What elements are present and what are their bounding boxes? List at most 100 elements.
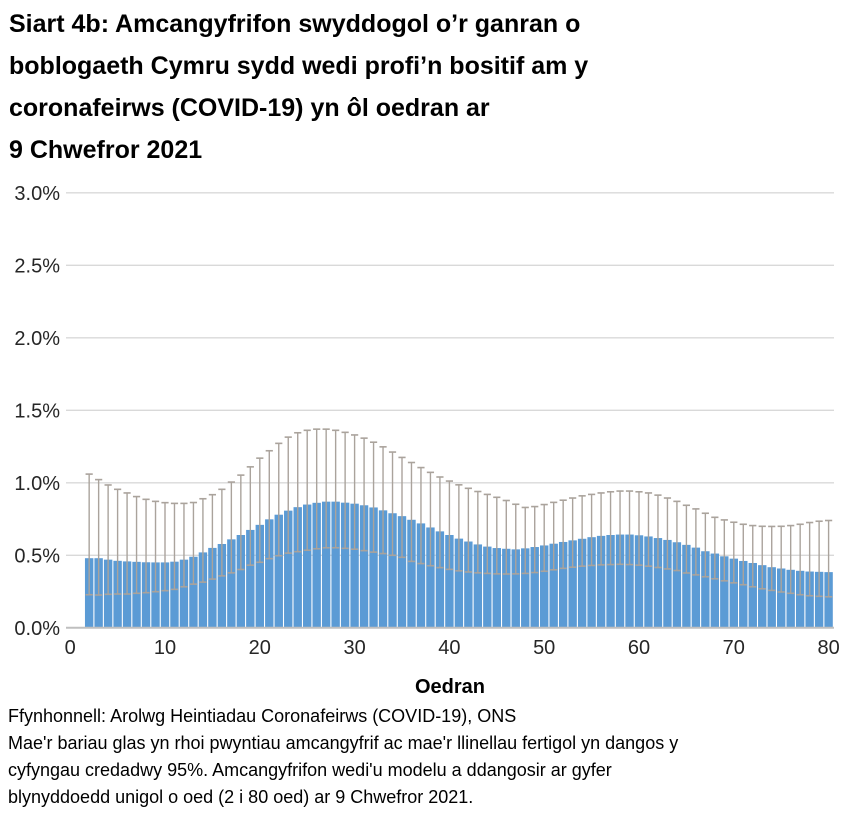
bar bbox=[435, 531, 445, 628]
bar bbox=[729, 558, 738, 628]
bar bbox=[132, 561, 141, 628]
bar bbox=[312, 502, 321, 628]
bar bbox=[321, 501, 331, 628]
bar bbox=[388, 513, 397, 628]
bar bbox=[748, 562, 757, 628]
bar bbox=[464, 541, 473, 628]
footnote-line: blynyddoedd unigol o oed (2 i 80 oed) ar… bbox=[8, 787, 474, 807]
bar bbox=[340, 502, 350, 628]
bar bbox=[805, 571, 814, 628]
bar bbox=[710, 553, 720, 628]
bar bbox=[653, 538, 663, 628]
bar bbox=[530, 547, 539, 628]
bar bbox=[625, 534, 634, 628]
bar bbox=[540, 545, 549, 628]
bar bbox=[549, 543, 558, 628]
x-tick-label: 0 bbox=[65, 637, 76, 659]
y-tick-label: 2.0% bbox=[14, 328, 60, 350]
bar bbox=[758, 565, 767, 628]
bar bbox=[284, 510, 293, 628]
y-tick-label: 3.0% bbox=[14, 183, 60, 205]
bar bbox=[141, 562, 151, 628]
bar bbox=[691, 547, 701, 628]
footnote-line: Mae'r bariau glas yn rhoi pwyntiau amcan… bbox=[8, 733, 679, 753]
bar bbox=[350, 503, 359, 628]
chart-title: Siart 4b: Amcangyfrifon swyddogol o’r ga… bbox=[9, 3, 839, 171]
source-line: Ffynhonnell: Arolwg Heintiadau Coronafei… bbox=[8, 706, 517, 726]
bar bbox=[369, 507, 378, 628]
bar bbox=[502, 548, 511, 628]
bar bbox=[777, 568, 786, 628]
y-tick-label: 1.5% bbox=[14, 400, 60, 422]
bar bbox=[246, 529, 255, 628]
bar bbox=[255, 524, 264, 628]
bar bbox=[217, 543, 227, 628]
bar bbox=[587, 537, 596, 628]
chart-title-line: coronafeirws (COVID-19) yn ôl oedran ar bbox=[9, 94, 490, 122]
y-tick-label: 1.0% bbox=[14, 473, 60, 495]
bar bbox=[492, 548, 501, 628]
bar bbox=[303, 504, 312, 628]
bar bbox=[378, 510, 388, 628]
bar bbox=[416, 523, 426, 628]
x-tick-label: 10 bbox=[154, 637, 176, 659]
bar bbox=[170, 561, 179, 628]
bar bbox=[824, 572, 833, 628]
bar bbox=[606, 535, 615, 628]
x-tick-label: 70 bbox=[723, 637, 745, 659]
bar bbox=[596, 535, 606, 628]
x-tick-label: 40 bbox=[438, 637, 460, 659]
bar bbox=[407, 519, 416, 628]
bar bbox=[786, 569, 795, 628]
bar bbox=[198, 552, 208, 628]
bar bbox=[274, 514, 283, 628]
bar bbox=[483, 546, 492, 628]
y-tick-label: 0.5% bbox=[14, 545, 60, 567]
chart-title-line: Siart 4b: Amcangyfrifon swyddogol o’r ga… bbox=[9, 10, 581, 38]
bar bbox=[672, 542, 682, 628]
bar bbox=[473, 544, 483, 628]
bar bbox=[397, 516, 407, 628]
bar bbox=[359, 505, 369, 628]
bar bbox=[558, 541, 568, 628]
bar bbox=[227, 539, 236, 628]
bar bbox=[293, 507, 302, 628]
footnote-line: cyfyngau credadwy 95%. Amcangyfrifon wed… bbox=[8, 760, 612, 780]
x-tick-label: 30 bbox=[343, 637, 365, 659]
bar bbox=[663, 539, 672, 628]
x-axis-title: Oedran bbox=[415, 676, 485, 698]
bar bbox=[189, 556, 198, 628]
bar bbox=[644, 536, 653, 628]
chart-plot: 0.0% 0.5% 1.0% 1.5% 2.0% 2.5% 3.0% 0 10 20 30 40 50 6… bbox=[14, 183, 839, 698]
bar bbox=[160, 562, 170, 628]
bar bbox=[521, 548, 530, 628]
chart-area: 0.0% 0.5% 1.0% 1.5% 2.0% 2.5% 3.0% 0 10 20 30 40 50 6… bbox=[0, 170, 850, 702]
bar bbox=[568, 540, 577, 628]
y-tick-label: 2.5% bbox=[14, 255, 60, 277]
chart-title-line: boblogaeth Cymru sydd wedi profi’n bosit… bbox=[9, 52, 589, 80]
bar bbox=[577, 538, 587, 628]
bar bbox=[151, 562, 160, 628]
bar bbox=[179, 559, 189, 628]
bar bbox=[767, 567, 776, 628]
x-tick-label: 20 bbox=[249, 637, 271, 659]
bar bbox=[236, 535, 246, 628]
chart-footnote: Ffynhonnell: Arolwg Heintiadau Coronafei… bbox=[8, 703, 842, 811]
bar bbox=[331, 501, 340, 628]
bar bbox=[426, 527, 435, 628]
chart-title-line: 9 Chwefror 2021 bbox=[9, 136, 203, 164]
bar bbox=[814, 571, 824, 628]
bar bbox=[445, 535, 454, 628]
bar bbox=[701, 551, 710, 628]
bar bbox=[720, 556, 729, 628]
bar bbox=[739, 560, 748, 628]
bar bbox=[795, 570, 805, 628]
x-tick-label: 60 bbox=[628, 637, 650, 659]
x-tick-label: 80 bbox=[817, 637, 839, 659]
bar bbox=[682, 544, 691, 628]
bar bbox=[615, 534, 625, 628]
bar bbox=[634, 535, 644, 628]
y-tick-label: 0.0% bbox=[14, 618, 60, 640]
bar bbox=[454, 538, 464, 628]
